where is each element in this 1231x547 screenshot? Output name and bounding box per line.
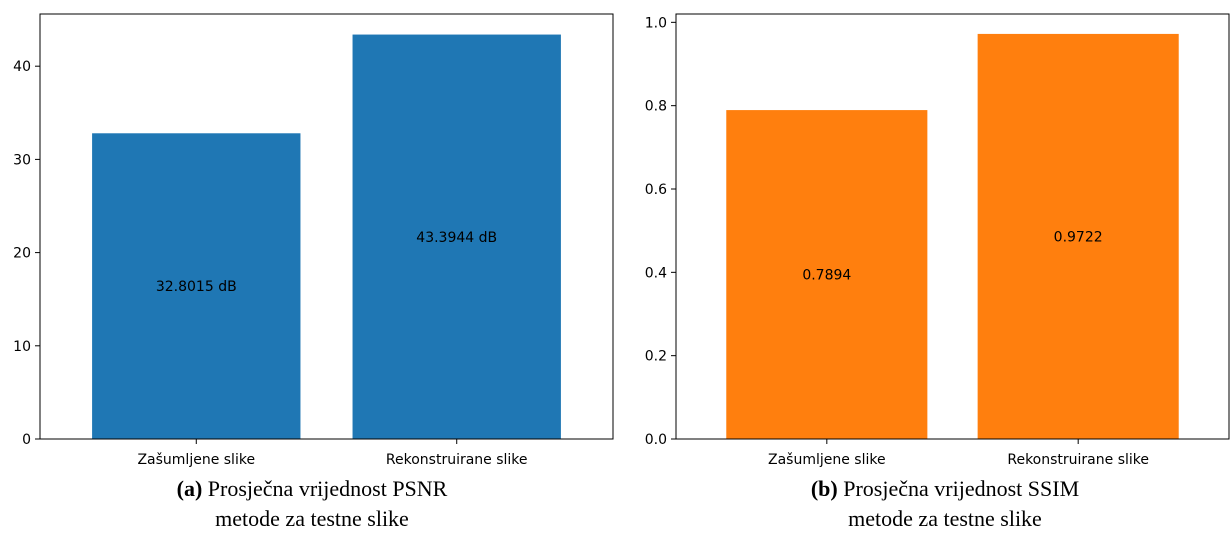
psnr-caption-line2: metode za testne slike — [215, 506, 409, 531]
psnr-caption-tag: (a) — [176, 476, 203, 501]
psnr-axes-frame — [39, 13, 614, 440]
ssim-chart-panel: 0.7894 Zašumljene slike 0.9722 Rekonstruira… — [615, 0, 1231, 470]
psnr-xtick-label-1: Rekonstruirane slike — [386, 452, 528, 468]
ssim-xtick-label-0: Zašumljene slike — [768, 452, 886, 468]
ssim-ytick-label-2: 0.4 — [645, 265, 667, 281]
psnr-xtick-label-0: Zašumljene slike — [137, 452, 255, 468]
psnr-ytick-label-4: 40 — [13, 59, 31, 75]
ssim-bar-0 — [726, 110, 928, 439]
ssim-caption: (b) Prosječna vrijednost SSIM metode za … — [685, 474, 1205, 534]
psnr-bar-label-1: 43.3944 dB — [416, 230, 497, 246]
psnr-bar-0 — [92, 133, 301, 439]
ssim-ytick-label-5: 1.0 — [645, 15, 667, 31]
psnr-ytick-label-0: 0 — [22, 432, 31, 448]
psnr-ytick-label-2: 20 — [13, 246, 31, 262]
ssim-caption-line2: metode za testne slike — [848, 506, 1042, 531]
ssim-axes-frame — [675, 13, 1230, 440]
ssim-caption-tag: (b) — [810, 476, 838, 501]
ssim-bar-chart: 0.7894 Zašumljene slike 0.9722 Rekonstruira… — [645, 13, 1230, 468]
ssim-ytick-label-1: 0.2 — [645, 349, 667, 365]
psnr-chart-panel: 32.8015 dB Zašumljene slike 43.3944 dB Reko… — [0, 0, 615, 470]
ssim-caption-line1: Prosječna vrijednost SSIM — [843, 476, 1080, 501]
ssim-ytick-label-0: 0.0 — [645, 432, 667, 448]
ssim-bar-label-0: 0.7894 — [802, 268, 851, 284]
psnr-ytick-label-1: 10 — [13, 339, 31, 355]
ssim-ytick-label-4: 0.8 — [645, 99, 667, 115]
psnr-caption-line1: Prosječna vrijednost PSNR — [207, 476, 448, 501]
psnr-caption: (a) Prosječna vrijednost PSNR metode za … — [52, 474, 572, 534]
psnr-bar-1 — [352, 34, 561, 439]
psnr-bar-chart: 32.8015 dB Zašumljene slike 43.3944 dB Reko… — [13, 13, 614, 468]
psnr-ytick-label-3: 30 — [13, 152, 31, 168]
ssim-bar-1 — [977, 33, 1179, 440]
ssim-ytick-label-3: 0.6 — [645, 182, 667, 198]
ssim-bar-label-1: 0.9722 — [1054, 229, 1103, 245]
ssim-xtick-label-1: Rekonstruirane slike — [1007, 452, 1149, 468]
psnr-bar-label-0: 32.8015 dB — [156, 279, 237, 295]
